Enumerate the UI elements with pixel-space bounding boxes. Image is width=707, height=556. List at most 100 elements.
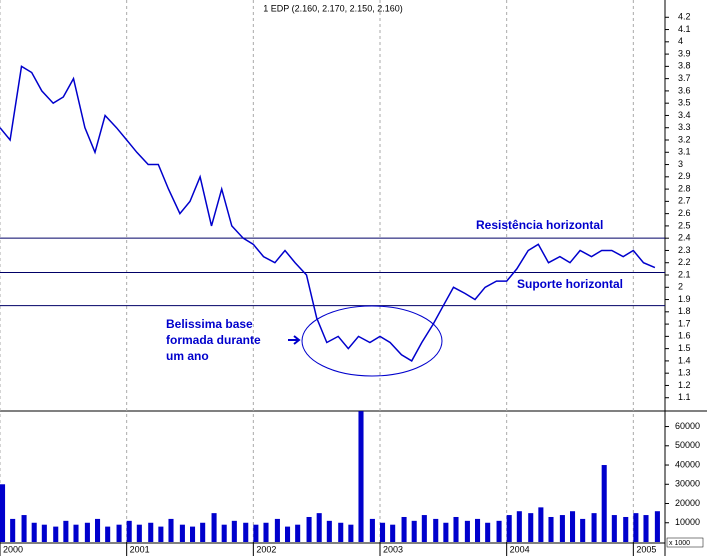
y-tick-label: 40000 [675, 459, 700, 469]
y-tick-label: 50000 [675, 440, 700, 450]
x-tick-label: 2000 [3, 544, 23, 554]
y-tick-label: 2.5 [678, 220, 691, 230]
y-tick-label: 1.8 [678, 306, 691, 316]
y-tick-label: 1.3 [678, 368, 691, 378]
volume-bar [105, 526, 111, 542]
y-tick-label: 1.7 [678, 318, 691, 328]
y-tick-label: 1.2 [678, 380, 691, 390]
volume-bar [211, 513, 217, 542]
volume-bar [633, 513, 639, 542]
y-tick-label: 4.2 [678, 12, 691, 22]
x-tick-label: 2005 [636, 544, 656, 554]
volume-bar [326, 520, 332, 542]
y-tick-label: 1.6 [678, 331, 691, 341]
y-tick-label: 2.1 [678, 269, 691, 279]
volume-bar [285, 526, 291, 542]
y-tick-label: 2 [678, 282, 683, 292]
volume-bar [73, 524, 79, 542]
volume-bar [475, 518, 481, 542]
volume-bar [358, 411, 364, 542]
y-tick-label: 1.4 [678, 355, 691, 365]
volume-bar [136, 524, 142, 542]
volume-bar [306, 516, 312, 542]
volume-bar [570, 511, 576, 542]
y-tick-label: 4 [678, 36, 683, 46]
y-tick-label: 2.2 [678, 257, 691, 267]
y-tick-label: 3.2 [678, 134, 691, 144]
volume-bar [559, 515, 565, 542]
y-tick-label: 1.5 [678, 343, 691, 353]
volume-bar [369, 518, 375, 542]
volume-bar [485, 522, 491, 542]
volume-bar [348, 524, 354, 542]
y-tick-label: 2.9 [678, 171, 691, 181]
base-ellipse [301, 305, 443, 377]
annotation: formada durante [166, 333, 261, 347]
volume-bar [179, 524, 185, 542]
annotation-arrow [288, 335, 301, 345]
volume-bar [126, 520, 132, 542]
volume-bar [221, 524, 227, 542]
volume-bar [411, 520, 417, 542]
volume-bar [538, 507, 544, 542]
volume-bar [253, 524, 259, 542]
volume-bar [433, 518, 439, 542]
y-tick-label: 2.6 [678, 208, 691, 218]
volume-bar [623, 516, 629, 542]
volume-bar [31, 522, 37, 542]
unit-box [666, 537, 704, 548]
volume-bar [548, 516, 554, 542]
y-tick-label: 3.1 [678, 147, 691, 157]
x-tick-label: 2002 [256, 544, 276, 554]
y-tick-label: 2.8 [678, 183, 691, 193]
volume-bar [338, 522, 344, 542]
y-tick-label: 1.9 [678, 294, 691, 304]
volume-bar [21, 515, 27, 542]
y-tick-label: 2.7 [678, 196, 691, 206]
y-tick-label: 3.8 [678, 61, 691, 71]
volume-bar [63, 520, 69, 542]
volume-bar [53, 526, 59, 542]
volume-bar [10, 518, 16, 542]
volume-bar [390, 524, 396, 542]
volume-bar [231, 520, 237, 542]
y-tick-label: 4.1 [678, 24, 691, 34]
y-tick-label: 20000 [675, 498, 700, 508]
volume-bar [591, 513, 597, 542]
volume-bar [168, 518, 174, 542]
y-tick-label: 30000 [675, 479, 700, 489]
volume-bar [496, 520, 502, 542]
volume-bar [528, 513, 534, 542]
y-tick-label: 60000 [675, 421, 700, 431]
volume-bar [243, 522, 249, 542]
volume-bar [158, 526, 164, 542]
volume-bar [263, 522, 269, 542]
x-tick-label: 2001 [130, 544, 150, 554]
y-tick-label: 10000 [675, 517, 700, 527]
y-tick-label: 3 [678, 159, 683, 169]
y-tick-label: 3.5 [678, 98, 691, 108]
annotation: um ano [166, 349, 209, 363]
volume-bar [116, 524, 122, 542]
volume-bar [401, 516, 407, 542]
volume-bar [506, 515, 512, 542]
y-tick-label: 1.1 [678, 392, 691, 402]
volume-bar [190, 526, 196, 542]
annotation: Belissima base [166, 317, 253, 331]
volume-bar [601, 465, 607, 542]
volume-bar [295, 524, 301, 542]
chart-title: 1 EDP (2.160, 2.170, 2.150, 2.160) [263, 3, 402, 13]
volume-bar [464, 520, 470, 542]
volume-bar [580, 518, 586, 542]
volume-bar [0, 484, 6, 542]
volume-bar [316, 513, 322, 542]
volume-bar [84, 522, 90, 542]
volume-bar [95, 518, 101, 542]
y-tick-label: 2.4 [678, 233, 691, 243]
volume-bar [421, 515, 427, 542]
volume-bar [453, 516, 459, 542]
y-tick-label: 2.3 [678, 245, 691, 255]
volume-bar [654, 511, 660, 542]
